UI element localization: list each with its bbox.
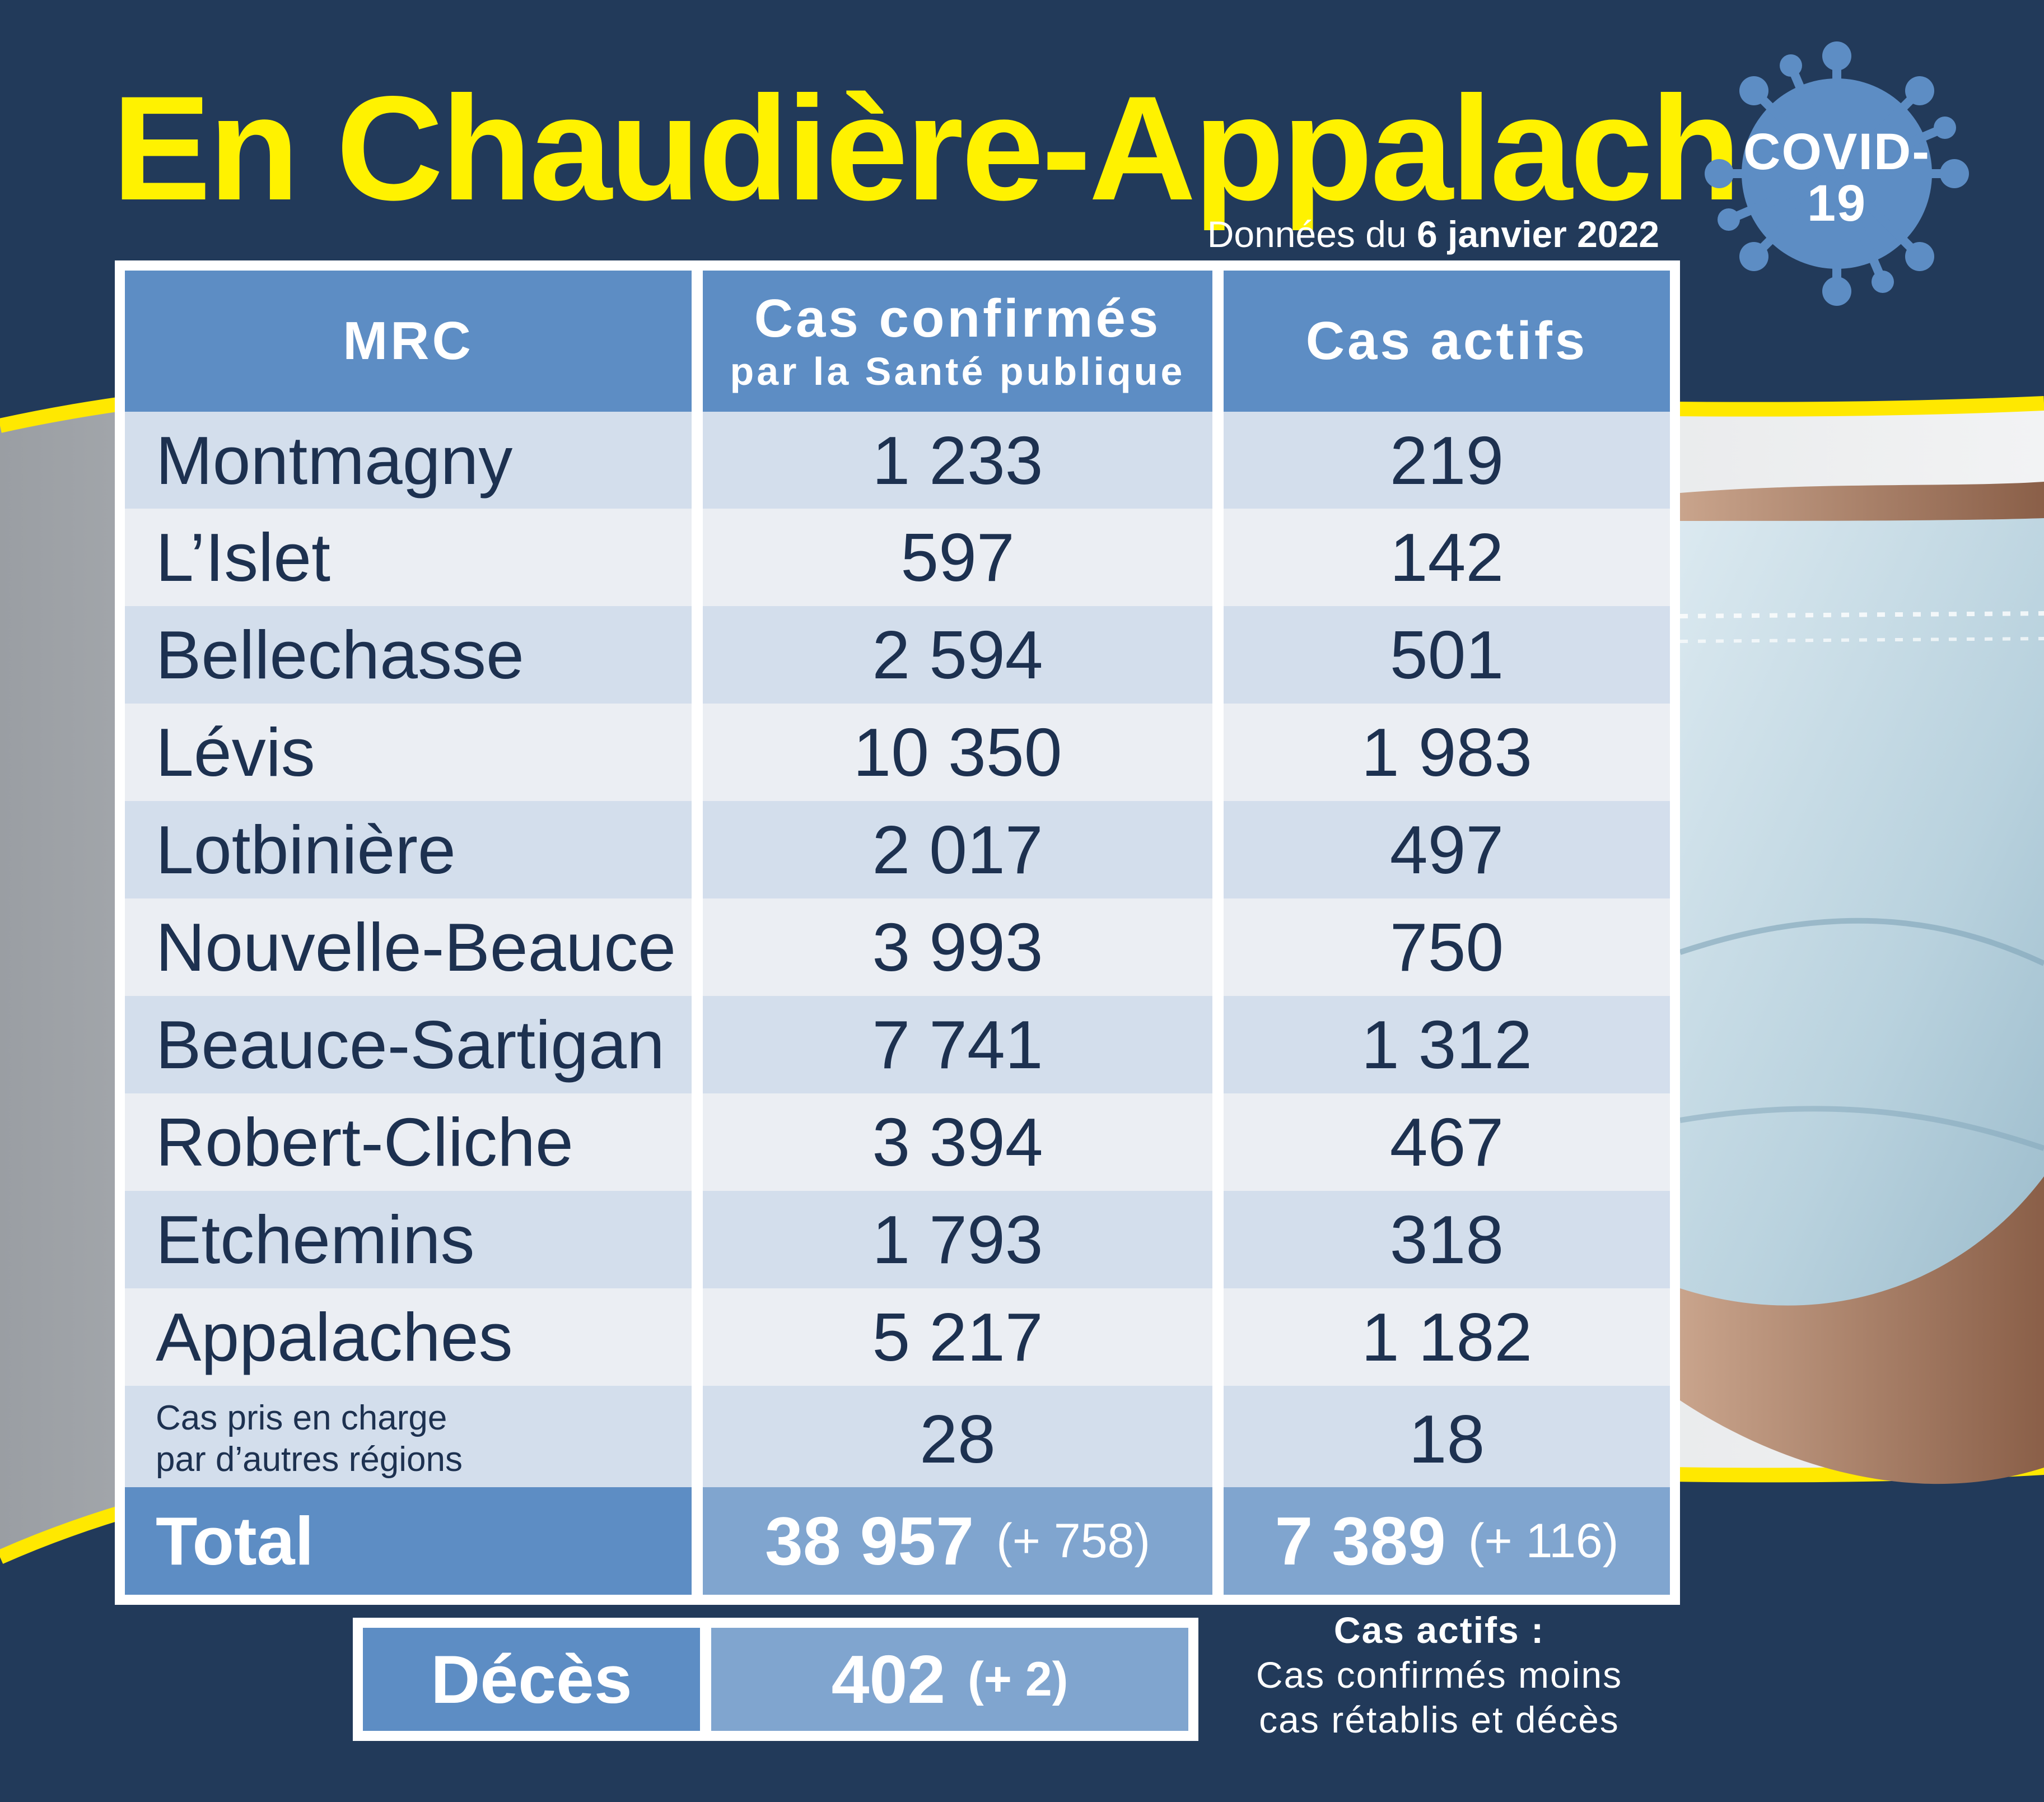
row-name: Beauce-Sartigan <box>125 996 692 1093</box>
row-confirmed: 3 394 <box>703 1093 1212 1191</box>
header-active: Cas actifs <box>1224 271 1670 412</box>
header-mrc: MRC <box>125 271 692 412</box>
row-other-regions-name: Cas pris en charge par d’autres régions <box>125 1386 692 1492</box>
row-confirmed: 7 741 <box>703 996 1212 1093</box>
row-confirmed: 10 350 <box>703 704 1212 801</box>
row-name: Etchemins <box>125 1191 692 1288</box>
row-active: 1 182 <box>1224 1288 1670 1386</box>
face-mask-photo <box>1679 482 2044 1484</box>
row-name: Montmagny <box>125 412 692 509</box>
header-confirmed: Cas confirmés par la Santé publique <box>703 271 1212 412</box>
page-title: En Chaudière-Appalaches <box>112 66 1902 231</box>
row-active: 497 <box>1224 801 1670 898</box>
row-active: 1 312 <box>1224 996 1670 1093</box>
total-confirmed: 38 957 (+ 758) <box>703 1487 1212 1595</box>
row-active: 142 <box>1224 509 1670 606</box>
row-active: 501 <box>1224 606 1670 704</box>
total-label: Total <box>125 1487 692 1595</box>
row-confirmed: 1 233 <box>703 412 1212 509</box>
badge-label: COVID- 19 <box>1743 123 1930 232</box>
deaths-box: Décès 402 (+ 2) <box>353 1618 1198 1741</box>
row-other-regions-confirmed: 28 <box>703 1386 1212 1492</box>
row-active: 318 <box>1224 1191 1670 1288</box>
data-date: Données du 6 janvier 2022 <box>1207 213 1659 255</box>
row-name: Lotbinière <box>125 801 692 898</box>
row-confirmed: 2 594 <box>703 606 1212 704</box>
row-name: Appalaches <box>125 1288 692 1386</box>
active-cases-note: Cas actifs : Cas confirmés moins cas rét… <box>1256 1609 1623 1740</box>
row-confirmed: 5 217 <box>703 1288 1212 1386</box>
row-confirmed: 597 <box>703 509 1212 606</box>
virus-badge-icon <box>1705 41 1969 306</box>
cases-table: MRC Cas confirmés par la Santé publique C… <box>115 260 1680 1605</box>
row-name: Nouvelle-Beauce <box>125 898 692 996</box>
deaths-value: 402 (+ 2) <box>711 1628 1188 1731</box>
row-name: L’Islet <box>125 509 692 606</box>
row-confirmed: 1 793 <box>703 1191 1212 1288</box>
row-name: Bellechasse <box>125 606 692 704</box>
row-active: 467 <box>1224 1093 1670 1191</box>
deaths-label: Décès <box>363 1628 700 1731</box>
total-active: 7 389 (+ 116) <box>1224 1487 1670 1595</box>
row-confirmed: 3 993 <box>703 898 1212 996</box>
row-name: Robert-Cliche <box>125 1093 692 1191</box>
row-confirmed: 2 017 <box>703 801 1212 898</box>
row-active: 750 <box>1224 898 1670 996</box>
row-active: 1 983 <box>1224 704 1670 801</box>
row-name: Lévis <box>125 704 692 801</box>
row-other-regions-active: 18 <box>1224 1386 1670 1492</box>
row-active: 219 <box>1224 412 1670 509</box>
